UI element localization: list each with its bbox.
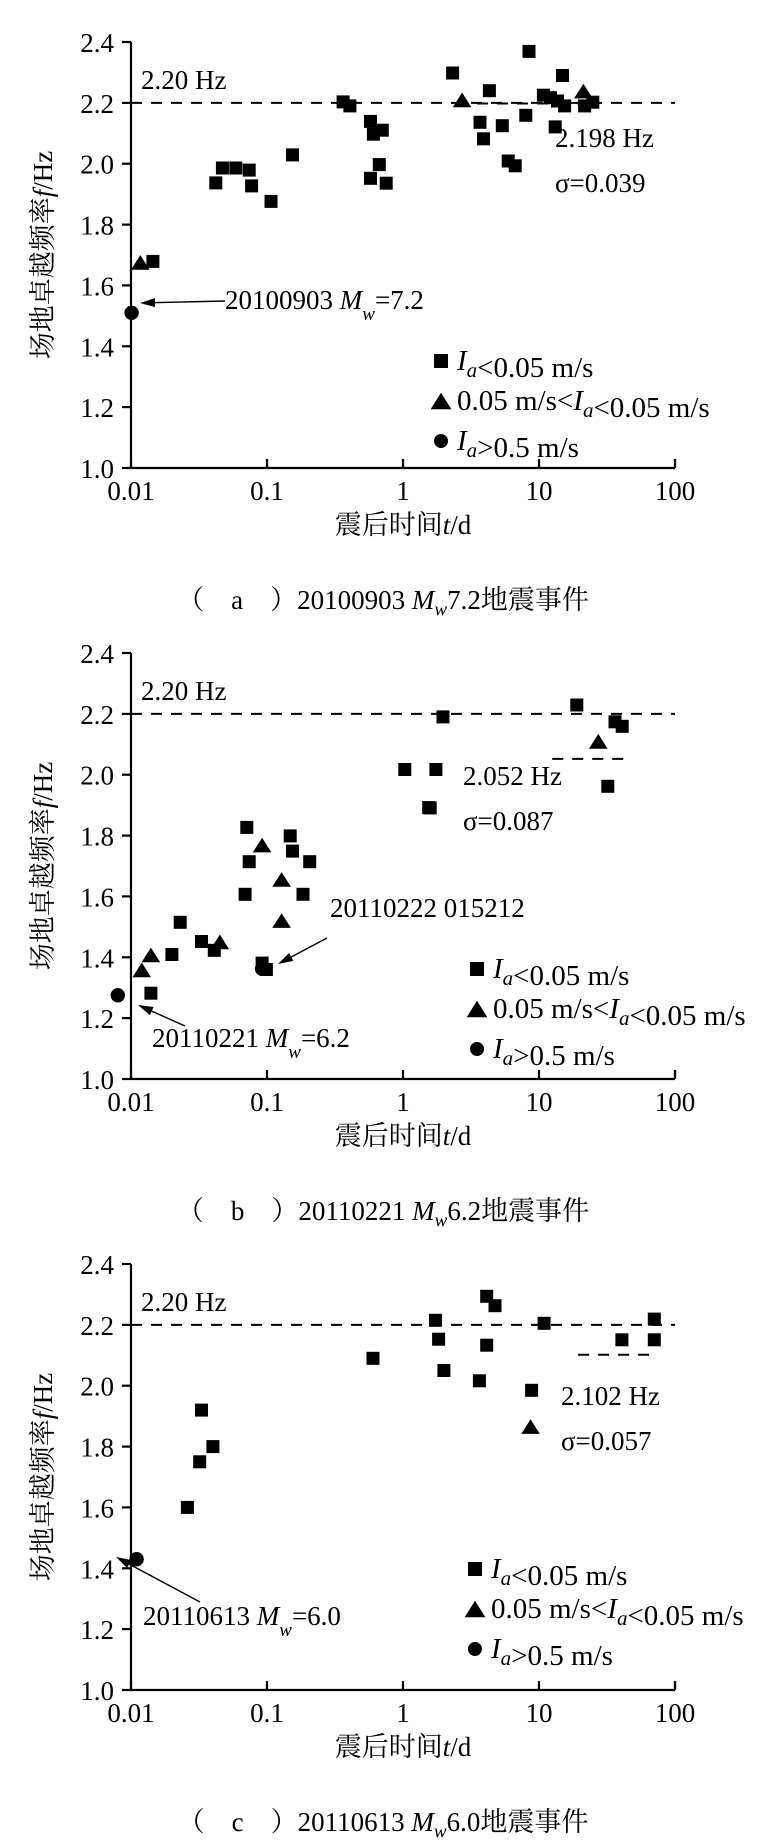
svg-text:Ia<0.05 m/s: Ia<0.05 m/s — [492, 953, 629, 992]
svg-text:20110221 Mw=6.2: 20110221 Mw=6.2 — [152, 1023, 350, 1063]
svg-text:震后时间t/d: 震后时间t/d — [335, 1732, 472, 1762]
svg-text:2.4: 2.4 — [80, 639, 114, 669]
svg-text:0.01: 0.01 — [107, 1087, 154, 1117]
svg-text:20100903 Mw=7.2: 20100903 Mw=7.2 — [225, 285, 424, 325]
svg-text:10: 10 — [526, 476, 553, 506]
svg-text:2.102 Hz: 2.102 Hz — [561, 1381, 660, 1411]
svg-text:1.8: 1.8 — [80, 822, 114, 852]
svg-text:1: 1 — [396, 1698, 410, 1728]
svg-text:0.05 m/s<Ia<0.05 m/s: 0.05 m/s<Ia<0.05 m/s — [457, 385, 710, 424]
svg-text:1.2: 1.2 — [80, 1004, 114, 1034]
svg-text:1.6: 1.6 — [80, 882, 114, 912]
svg-text:Ia>0.5 m/s: Ia>0.5 m/s — [456, 425, 579, 464]
svg-text:100: 100 — [655, 1087, 696, 1117]
svg-text:0.05 m/s<Ia<0.05 m/s: 0.05 m/s<Ia<0.05 m/s — [493, 993, 746, 1032]
svg-text:2.4: 2.4 — [80, 28, 114, 58]
svg-text:2.20 Hz: 2.20 Hz — [141, 65, 226, 95]
svg-text:1.6: 1.6 — [80, 271, 114, 301]
svg-text:2.052 Hz: 2.052 Hz — [463, 761, 562, 791]
svg-text:场地卓越频率f/Hz: 场地卓越频率f/Hz — [28, 151, 58, 360]
svg-text:Ia>0.5 m/s: Ia>0.5 m/s — [490, 1633, 613, 1672]
svg-text:0.01: 0.01 — [107, 1698, 154, 1728]
svg-text:1.8: 1.8 — [80, 1433, 114, 1463]
svg-text:场地卓越频率f/Hz: 场地卓越频率f/Hz — [28, 762, 58, 971]
svg-text:0.1: 0.1 — [250, 1698, 284, 1728]
svg-text:2.4: 2.4 — [80, 1250, 114, 1280]
svg-text:0.1: 0.1 — [250, 1087, 284, 1117]
svg-text:场地卓越频率f/Hz: 场地卓越频率f/Hz — [28, 1373, 58, 1582]
svg-text:1.8: 1.8 — [80, 211, 114, 241]
svg-text:1.4: 1.4 — [80, 943, 114, 973]
svg-text:1: 1 — [396, 476, 410, 506]
svg-text:Ia<0.05 m/s: Ia<0.05 m/s — [490, 1553, 627, 1592]
svg-text:100: 100 — [655, 476, 696, 506]
svg-text:0.01: 0.01 — [107, 476, 154, 506]
svg-text:1.2: 1.2 — [80, 1615, 114, 1645]
svg-text:2.198 Hz: 2.198 Hz — [555, 123, 654, 153]
svg-text:Ia>0.5 m/s: Ia>0.5 m/s — [492, 1033, 615, 1072]
svg-text:0.1: 0.1 — [250, 476, 284, 506]
svg-text:σ=0.087: σ=0.087 — [463, 806, 554, 836]
svg-text:2.2: 2.2 — [80, 89, 114, 119]
svg-text:20110222 015212: 20110222 015212 — [330, 893, 525, 923]
svg-text:震后时间t/d: 震后时间t/d — [335, 510, 472, 540]
svg-text:2.0: 2.0 — [80, 150, 114, 180]
svg-text:1.6: 1.6 — [80, 1493, 114, 1523]
svg-text:σ=0.039: σ=0.039 — [555, 168, 646, 198]
svg-text:2.0: 2.0 — [80, 1372, 114, 1402]
svg-text:2.20 Hz: 2.20 Hz — [141, 676, 226, 706]
svg-text:2.20 Hz: 2.20 Hz — [141, 1287, 226, 1317]
svg-text:2.0: 2.0 — [80, 761, 114, 791]
svg-text:0.05 m/s<Ia<0.05 m/s: 0.05 m/s<Ia<0.05 m/s — [491, 1593, 744, 1632]
svg-text:20110613 Mw=6.0: 20110613 Mw=6.0 — [143, 1601, 341, 1641]
svg-text:震后时间t/d: 震后时间t/d — [335, 1121, 472, 1151]
svg-text:1.2: 1.2 — [80, 393, 114, 423]
svg-text:σ=0.057: σ=0.057 — [561, 1426, 652, 1456]
svg-text:100: 100 — [655, 1698, 696, 1728]
svg-text:1.4: 1.4 — [80, 1554, 114, 1584]
svg-text:1: 1 — [396, 1087, 410, 1117]
svg-text:10: 10 — [526, 1087, 553, 1117]
svg-text:2.2: 2.2 — [80, 700, 114, 730]
svg-text:1.4: 1.4 — [80, 332, 114, 362]
svg-text:Ia<0.05 m/s: Ia<0.05 m/s — [456, 345, 593, 384]
svg-text:2.2: 2.2 — [80, 1311, 114, 1341]
svg-text:10: 10 — [526, 1698, 553, 1728]
